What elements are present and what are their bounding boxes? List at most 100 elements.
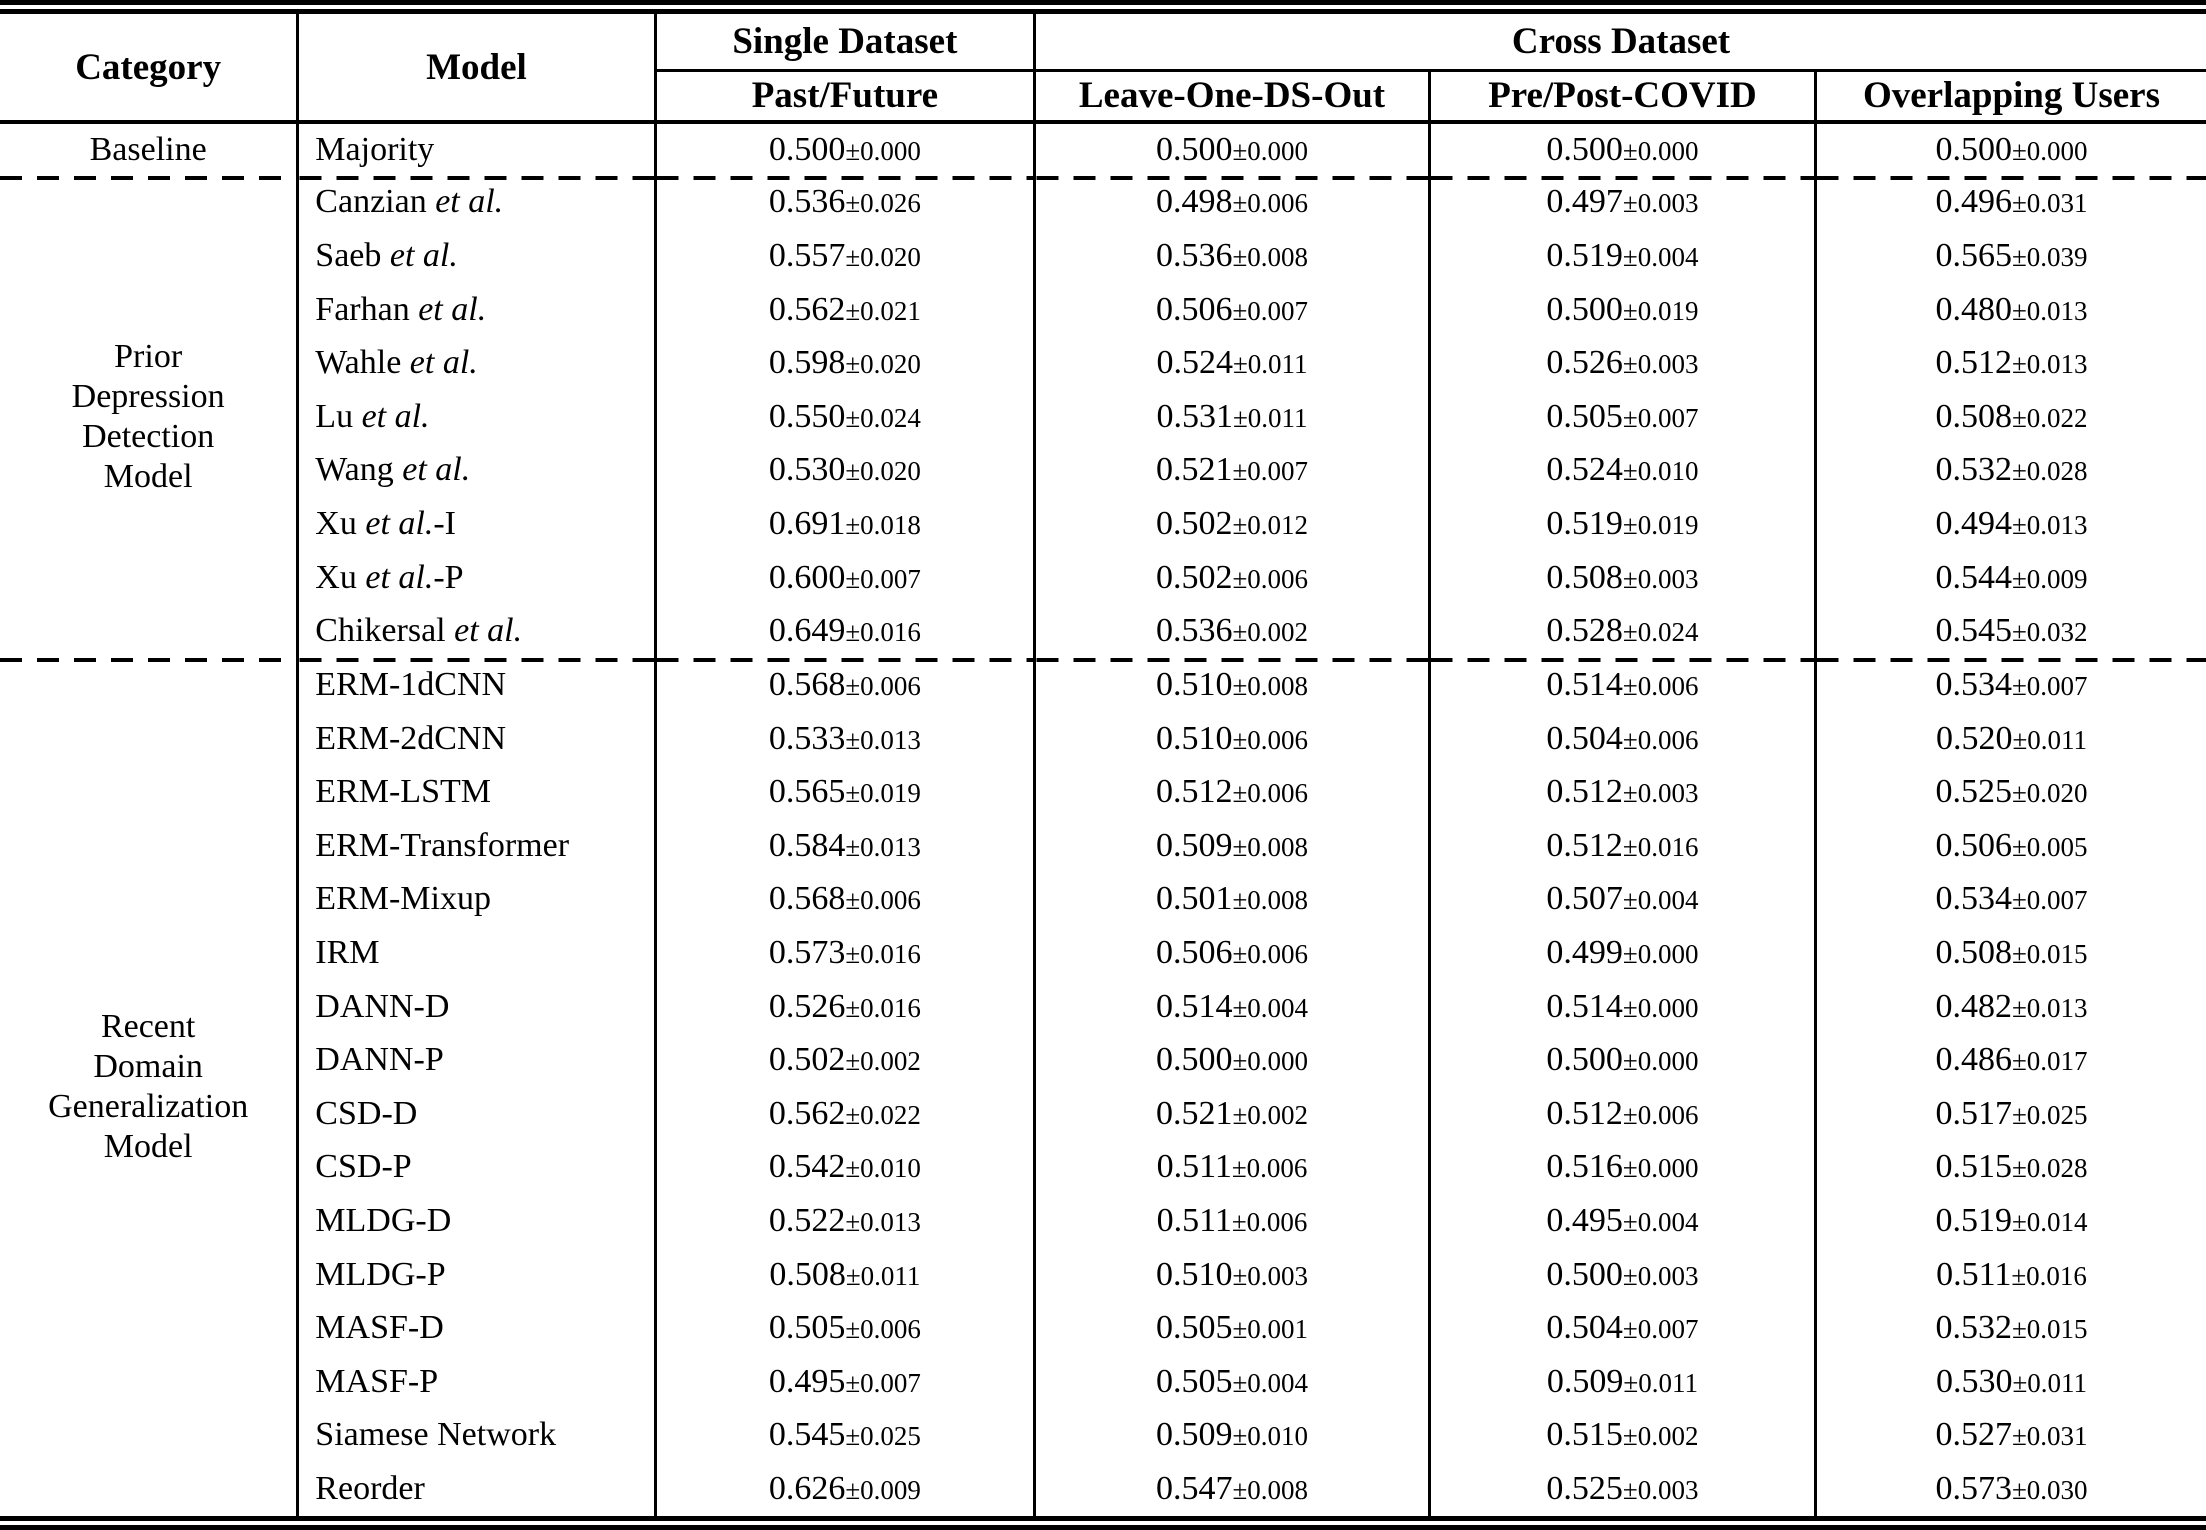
score-mean: 0.521	[1155, 1094, 1233, 1132]
score-mean: 0.512	[1935, 344, 2012, 382]
model-name-cell: Reorder	[296, 1462, 656, 1516]
score-mean: 0.499	[1546, 933, 1623, 971]
score-cell: 0.557±0.020	[653, 229, 1035, 283]
score-std: ±0.001	[1232, 1314, 1309, 1345]
results-table: Category Model Single Dataset Cross Data…	[0, 14, 2206, 1516]
model-name-cell: ERM-Transformer	[296, 818, 656, 873]
score-mean: 0.504	[1546, 719, 1623, 757]
score-cell: 0.562±0.022	[653, 1086, 1035, 1141]
score-cell: 0.508±0.011	[653, 1247, 1035, 1302]
score-mean: 0.510	[1155, 665, 1233, 703]
score-std: ±0.006	[1231, 1206, 1308, 1237]
table-top-double-rule	[0, 0, 2206, 14]
category-cell: Baseline	[89, 130, 207, 168]
score-cell: 0.500±0.000	[1427, 122, 1816, 176]
score-mean: 0.545	[1935, 612, 2012, 650]
score-std: ±0.005	[2011, 831, 2088, 862]
score-cell: 0.568±0.006	[653, 872, 1035, 927]
score-cell: 0.521±0.002	[1033, 1086, 1430, 1141]
score-mean: 0.530	[1935, 1362, 2013, 1400]
score-std: ±0.013	[845, 1206, 921, 1237]
score-mean: 0.515	[1546, 1416, 1623, 1454]
score-cell: 0.511±0.016	[1813, 1247, 2206, 1302]
table-row: MLDG-P 0.508±0.011 0.510±0.003 0.500±0.003 0…	[0, 1247, 2206, 1302]
score-cell: 0.500±0.019	[1427, 282, 1816, 337]
score-std: ±0.013	[2011, 295, 2088, 326]
score-mean: 0.584	[768, 826, 846, 864]
score-std: ±0.022	[845, 1099, 921, 1130]
model-name-cell: Farhan et al.	[296, 282, 656, 337]
score-cell: 0.501±0.008	[1033, 872, 1430, 927]
score-cell: 0.545±0.032	[1813, 604, 2206, 659]
score-mean: 0.506	[1155, 290, 1233, 328]
score-std: ±0.011	[2012, 1367, 2088, 1398]
score-mean: 0.649	[768, 612, 846, 650]
score-cell: 0.542±0.010	[653, 1140, 1035, 1195]
score-std: ±0.006	[845, 885, 921, 916]
score-mean: 0.510	[1155, 1255, 1233, 1293]
score-mean: 0.480	[1935, 290, 2012, 328]
score-cell: 0.508±0.015	[1813, 926, 2206, 980]
score-cell: 0.500±0.000	[1813, 122, 2206, 176]
table-row: MLDG-D 0.522±0.013 0.511±0.006 0.495±0.004 0…	[0, 1194, 2206, 1248]
score-std: ±0.007	[845, 563, 921, 594]
model-name-cell: Wahle et al.	[296, 336, 656, 391]
model-name-cell: Wang et al.	[296, 443, 656, 498]
score-cell: 0.507±0.004	[1427, 872, 1816, 927]
et-al-italic: et al.	[389, 237, 458, 275]
score-mean: 0.534	[1935, 665, 2012, 703]
score-std: ±0.013	[2011, 510, 2088, 541]
model-name-cell: Chikersal et al.	[296, 604, 656, 659]
et-al-italic: et al.	[454, 612, 523, 650]
score-mean: 0.526	[1546, 344, 1623, 382]
score-mean: 0.519	[1546, 237, 1623, 275]
score-cell: 0.506±0.007	[1033, 282, 1430, 337]
score-mean: 0.498	[1155, 183, 1233, 221]
score-cell: 0.514±0.006	[1427, 658, 1816, 712]
et-al-italic: et al.	[402, 451, 471, 489]
score-cell: 0.531±0.011	[1033, 390, 1430, 444]
table-row: Reorder 0.626±0.009 0.547±0.008 0.525±0.003…	[0, 1462, 2206, 1516]
score-std: ±0.006	[1232, 938, 1309, 969]
score-cell: 0.508±0.003	[1427, 550, 1816, 605]
score-cell: 0.573±0.016	[653, 926, 1035, 980]
score-mean: 0.573	[1935, 1470, 2012, 1508]
et-al-italic: et al.	[409, 344, 478, 382]
score-mean: 0.486	[1935, 1041, 2012, 1079]
score-cell: 0.521±0.007	[1033, 443, 1430, 498]
score-mean: 0.500	[1546, 290, 1623, 328]
table-row: Xu et al.-P 0.600±0.007 0.502±0.006 0.508±0…	[0, 550, 2206, 605]
score-cell: 0.502±0.002	[653, 1033, 1035, 1087]
score-mean: 0.512	[1546, 1094, 1623, 1132]
score-std: ±0.007	[1622, 1314, 1699, 1345]
score-cell: 0.512±0.013	[1813, 336, 2206, 391]
table-row: Farhan et al. 0.562±0.021 0.506±0.007 0.500…	[0, 282, 2206, 337]
score-cell: 0.598±0.020	[653, 336, 1035, 391]
header-row-groups: Category Model Single Dataset Cross Data…	[0, 14, 2206, 124]
score-mean: 0.509	[1155, 826, 1233, 864]
score-std: ±0.020	[845, 456, 921, 487]
score-cell: 0.510±0.003	[1033, 1247, 1430, 1302]
score-cell: 0.547±0.008	[1033, 1462, 1430, 1516]
score-cell: 0.545±0.025	[653, 1408, 1035, 1463]
score-mean: 0.508	[1546, 558, 1623, 596]
score-mean: 0.515	[1935, 1148, 2012, 1186]
header-pre-post-covid: Pre/Post-COVID	[1427, 70, 1816, 124]
score-mean: 0.562	[768, 290, 846, 328]
score-cell: 0.512±0.006	[1033, 765, 1430, 819]
score-mean: 0.565	[768, 773, 846, 811]
score-cell: 0.536±0.008	[1033, 229, 1430, 283]
header-cross-dataset: Cross Dataset	[1033, 14, 2206, 72]
model-name-cell: Canzian et al.	[296, 175, 656, 230]
score-cell: 0.526±0.016	[653, 979, 1035, 1034]
score-std: ±0.000	[1622, 992, 1699, 1023]
score-cell: 0.509±0.011	[1427, 1355, 1816, 1409]
score-cell: 0.534±0.007	[1813, 658, 2206, 712]
table-bottom-double-rule	[0, 1516, 2206, 1530]
score-std: ±0.003	[1622, 1260, 1699, 1291]
score-mean: 0.562	[768, 1094, 846, 1132]
score-std: ±0.016	[1622, 831, 1699, 862]
score-std: ±0.014	[2011, 1206, 2088, 1237]
score-mean: 0.528	[1546, 612, 1623, 650]
